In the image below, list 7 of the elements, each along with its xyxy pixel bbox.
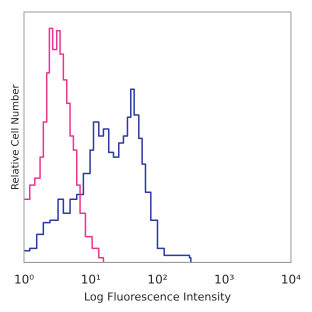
x-tick-label: 10¹ xyxy=(80,272,101,287)
x-tick-label: 10⁰ xyxy=(14,272,34,287)
x-tick-label: 10² xyxy=(147,272,168,287)
y-axis-title: Relative Cell Number xyxy=(10,84,22,190)
x-axis-title: Log Fluorescence Intensity xyxy=(84,290,232,304)
x-tick-label: 10³ xyxy=(214,272,234,287)
x-tick-label: 10⁴ xyxy=(280,272,302,287)
